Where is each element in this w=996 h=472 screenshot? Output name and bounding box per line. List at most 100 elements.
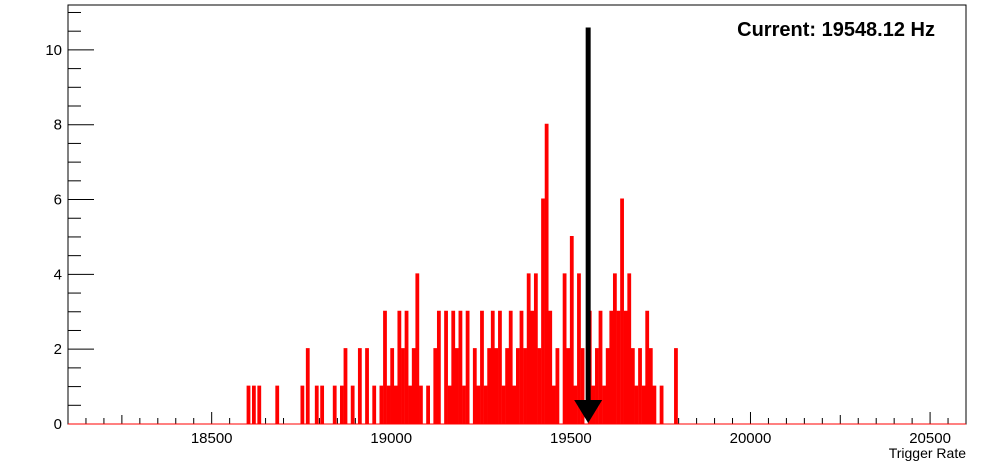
- histogram-bin: [537, 348, 542, 424]
- histogram-bin: [404, 310, 409, 424]
- histogram-bin: [533, 273, 538, 424]
- x-tick-label: 19000: [370, 430, 412, 447]
- histogram-bin: [454, 348, 459, 424]
- histogram-bin: [494, 348, 499, 424]
- y-tick-label: 4: [54, 266, 62, 283]
- histogram-bin: [620, 198, 624, 424]
- histogram-bin: [408, 385, 413, 424]
- y-tick-label: 0: [54, 416, 62, 433]
- histogram-bin: [505, 348, 510, 424]
- histogram-bin: [487, 348, 492, 424]
- x-tick-label: 20500: [909, 430, 951, 447]
- histogram-bin: [433, 348, 438, 424]
- histogram-bin: [357, 348, 362, 424]
- histogram-bin: [458, 310, 463, 424]
- histogram-bin: [562, 273, 567, 424]
- histogram-bin: [415, 273, 420, 424]
- current-rate-marker: [574, 27, 603, 423]
- histogram-bin: [411, 348, 416, 424]
- x-tick-label: 20000: [730, 430, 772, 447]
- histogram-bin: [638, 348, 642, 424]
- histogram-bin: [447, 385, 452, 424]
- histogram-bin: [512, 385, 517, 424]
- current-rate-annotation: Current: 19548.12 Hz: [737, 19, 935, 41]
- x-axis-title: Trigger Rate: [889, 445, 967, 461]
- histogram-bin: [566, 348, 571, 424]
- histogram-bin: [490, 310, 495, 424]
- histogram-bin: [246, 385, 251, 424]
- y-tick-label: 2: [54, 341, 62, 358]
- y-tick-label: 8: [54, 117, 62, 134]
- histogram-bin: [436, 310, 441, 424]
- histogram-bin: [648, 348, 653, 424]
- histogram-bin: [343, 348, 348, 424]
- x-tick-label: 19500: [550, 430, 592, 447]
- histogram-bin: [300, 385, 305, 424]
- histogram-bin: [365, 348, 369, 424]
- histogram-bin: [465, 310, 470, 424]
- histogram-bin: [476, 385, 481, 424]
- histogram-bin: [605, 348, 610, 424]
- histogram-bin: [602, 385, 607, 424]
- histogram-bin: [383, 310, 387, 424]
- histogram-bin: [451, 310, 456, 424]
- histogram-bin: [577, 273, 581, 424]
- histogram-bin: [386, 385, 391, 424]
- histogram-bin: [630, 348, 635, 424]
- histogram-bin: [616, 310, 621, 424]
- histogram-bin: [372, 385, 377, 424]
- histogram-bin: [339, 385, 344, 424]
- histogram-bin: [627, 273, 632, 424]
- histogram-bin: [393, 385, 398, 424]
- histogram-bin: [401, 348, 405, 424]
- histogram-bin: [645, 310, 650, 424]
- histogram-bin: [314, 385, 319, 424]
- histogram-bin: [426, 385, 430, 424]
- histogram-bin: [390, 348, 395, 424]
- x-tick-label: 18500: [191, 430, 233, 447]
- histogram-bin: [544, 123, 549, 424]
- histogram-bin: [526, 273, 531, 424]
- histogram-bin: [609, 310, 614, 424]
- histogram-bin: [419, 385, 423, 424]
- histogram-bin: [652, 385, 657, 424]
- marker-arrow-head: [574, 400, 603, 423]
- histogram-bin: [508, 310, 513, 424]
- histogram-bin: [516, 348, 520, 424]
- histogram-bin: [623, 310, 628, 424]
- histogram-bin: [251, 385, 256, 424]
- histogram-bin: [305, 348, 310, 424]
- histogram-bin: [573, 385, 578, 424]
- histogram-bin: [444, 310, 448, 424]
- histogram-bin: [634, 385, 639, 424]
- histogram-bin: [379, 385, 384, 424]
- histogram-bin: [659, 385, 664, 424]
- x-axis: 18500 19000 19500 20000 20500: [67, 412, 967, 447]
- y-tick-label: 10: [45, 42, 62, 59]
- histogram-bin: [580, 348, 585, 424]
- histogram-bin: [483, 385, 488, 424]
- histogram-bin: [498, 310, 502, 424]
- histogram-bin: [472, 348, 477, 424]
- histogram-bin: [350, 385, 355, 424]
- histogram-bin: [275, 385, 280, 424]
- histogram-bin: [519, 310, 524, 424]
- histogram-bin: [555, 348, 560, 424]
- histogram-bin: [501, 385, 506, 424]
- histogram-bin: [320, 385, 325, 424]
- histogram-bin: [530, 310, 535, 424]
- histogram-bin: [462, 385, 466, 424]
- histogram-bin: [397, 310, 402, 424]
- histogram-bin: [551, 385, 556, 424]
- histogram-bin: [548, 310, 553, 424]
- histogram-bin: [674, 348, 678, 424]
- histogram-bin: [641, 385, 646, 424]
- histogram-bin: [598, 310, 603, 424]
- histogram-bin: [595, 348, 599, 424]
- y-tick-label: 6: [54, 192, 62, 209]
- histogram-bin: [523, 348, 527, 424]
- histogram-bin: [541, 198, 545, 424]
- histogram-bin: [612, 273, 617, 424]
- histogram-bin: [332, 385, 337, 424]
